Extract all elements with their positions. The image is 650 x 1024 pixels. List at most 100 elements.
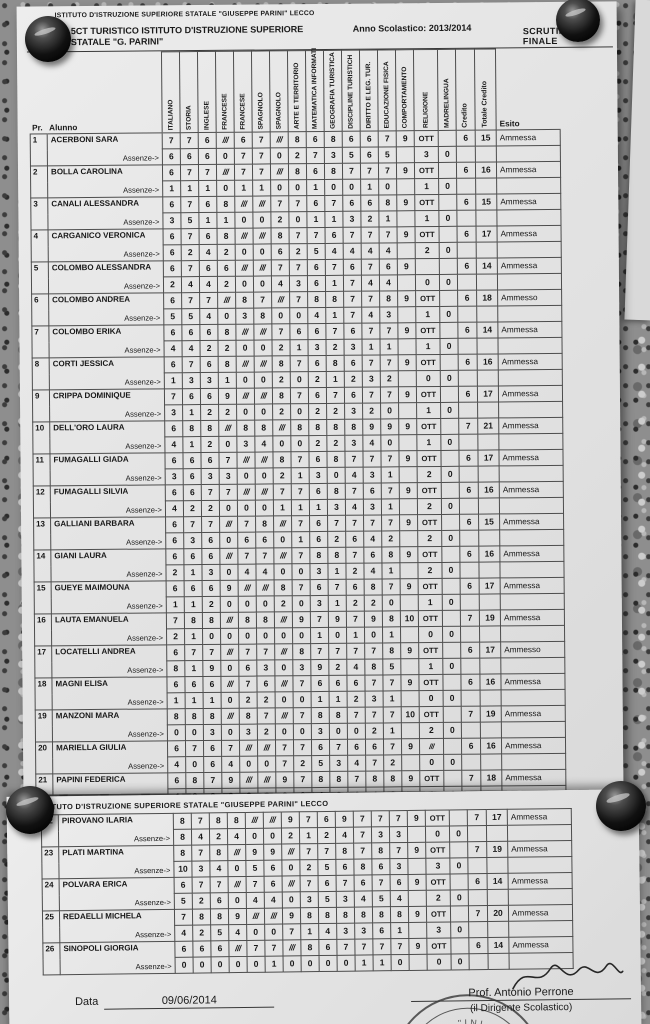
- absence-cell: 0: [175, 957, 194, 974]
- student-number: 12: [33, 485, 51, 519]
- grade-cell: 9: [328, 611, 347, 628]
- grade-cell: ///: [254, 451, 274, 469]
- grade-cell: 6: [264, 876, 283, 893]
- student-name: GALLIANI BARBARA: [54, 518, 135, 529]
- student-number: 13: [33, 517, 51, 551]
- grade-cell: 7: [347, 771, 366, 788]
- absence-cell: [399, 466, 418, 483]
- absence-cell: 0: [254, 403, 273, 421]
- empty-cell: [486, 825, 508, 842]
- grade-cell: 6: [174, 941, 194, 958]
- absence-cell: 6: [163, 244, 182, 261]
- empty-cell: [456, 210, 477, 227]
- grade-cell: 7: [181, 260, 200, 277]
- absence-cell: 0: [443, 722, 462, 739]
- grade-cell: 7: [289, 291, 308, 308]
- grade-cell: 6: [200, 452, 220, 469]
- student-name: COLOMBO ERIKA: [52, 326, 122, 337]
- empty-cell: [456, 178, 476, 195]
- absence-cell: 2: [317, 827, 336, 844]
- absence-cell: 4: [165, 500, 184, 517]
- absence-cell: 7: [306, 147, 325, 164]
- esito-cell: Ammessa: [498, 385, 563, 402]
- grade-cell: 9: [397, 258, 416, 275]
- absence-cell: 4: [228, 924, 247, 941]
- grade-cell: 6: [234, 132, 253, 149]
- absence-cell: 2: [326, 403, 345, 420]
- grade-cell: [442, 610, 461, 627]
- absence-cell: 0: [347, 723, 366, 740]
- grade-cell: ///: [282, 939, 302, 957]
- totale-credito-cell: 14: [487, 937, 510, 954]
- absence-cell: 0: [271, 307, 290, 324]
- grade-cell: ///: [273, 547, 292, 564]
- grade-cell: 6: [354, 874, 373, 892]
- grade-cell: 7: [164, 388, 183, 405]
- assenze-label: Assenze->: [125, 409, 162, 419]
- empty-cell: [508, 888, 573, 906]
- absence-cell: 0: [221, 692, 240, 709]
- absence-cell: 0: [252, 211, 272, 229]
- subject-column-header: COMPORTAMENTO: [395, 49, 415, 131]
- grade-cell: 6: [307, 259, 326, 276]
- esito-cell: Ammessa: [507, 808, 572, 826]
- grade-cell: 9: [218, 388, 237, 405]
- absence-cell: 0: [292, 627, 311, 644]
- grade-cell: [441, 546, 460, 563]
- absence-cell: 0: [438, 210, 458, 227]
- absence-cell: 4: [361, 242, 380, 260]
- absence-cell: 3: [203, 724, 222, 741]
- absence-cell: 0: [440, 370, 459, 387]
- assenze-label: Assenze->: [128, 761, 165, 771]
- credito-cell: 6: [458, 386, 478, 403]
- grade-cell: 8: [308, 419, 327, 436]
- grade-cell: 7: [180, 164, 199, 181]
- student-name: GUEYE MAIMOUNA: [54, 582, 130, 593]
- student-name-cell: CRIPPA DOMINIQUE Assenze->: [49, 388, 165, 422]
- grade-cell: 7: [255, 547, 274, 565]
- grade-cell: 7: [291, 547, 310, 564]
- pr-column-header: Pr.: [29, 52, 48, 135]
- grade-cell: 6: [201, 548, 220, 565]
- absence-cell: 4: [199, 308, 218, 325]
- grade-cell: 8: [324, 131, 343, 148]
- absence-cell: 5: [382, 658, 401, 675]
- grade-cell: ///: [219, 548, 238, 565]
- absence-cell: 3: [389, 858, 409, 875]
- absence-cell: 0: [255, 467, 274, 485]
- absence-cell: 1: [234, 180, 253, 197]
- subject-column-header: MATEMATICA INFORMATI: [305, 48, 325, 132]
- signature-role: (il Dirigente Scolastico): [469, 1001, 573, 1015]
- grade-cell: 9: [400, 674, 420, 691]
- grade-cell: OTT: [416, 418, 441, 435]
- grade-cell: 8: [364, 578, 383, 596]
- grade-cell: 7: [289, 259, 308, 276]
- absence-cell: 4: [191, 828, 210, 846]
- grade-cell: OTT: [419, 770, 444, 787]
- empty-cell: [487, 889, 509, 906]
- esito-cell: Ammesso: [500, 641, 565, 658]
- absence-cell: 1: [383, 722, 402, 739]
- grade-cell: 7: [328, 579, 347, 596]
- grade-cell: 7: [218, 452, 238, 469]
- student-name-cell: CORTI JESSICA Assenze->: [49, 356, 165, 390]
- grade-cell: 6: [164, 356, 183, 373]
- absence-cell: 0: [327, 467, 346, 484]
- absence-cell: 3: [162, 212, 182, 229]
- absence-cell: 1: [185, 692, 204, 709]
- grade-cell: [438, 162, 457, 179]
- absence-cell: 3: [365, 690, 384, 708]
- grade-cell: 8: [354, 906, 373, 924]
- grade-cell: 9: [281, 811, 300, 829]
- empty-cell: [460, 658, 480, 675]
- absence-cell: 0: [442, 594, 461, 611]
- empty-cell: [499, 465, 564, 482]
- grade-cell: 6: [317, 811, 336, 828]
- absence-cell: 1: [184, 628, 203, 645]
- grade-cell: ///: [270, 131, 289, 148]
- absence-cell: 3: [336, 891, 355, 908]
- classe-value: 5CT TURISTICO ISTITUTO D'ISTRUZIONE SUPE…: [70, 24, 304, 47]
- absence-cell: 6: [345, 531, 364, 548]
- absence-cell: 0: [275, 723, 294, 740]
- absence-cell: 8: [364, 658, 383, 676]
